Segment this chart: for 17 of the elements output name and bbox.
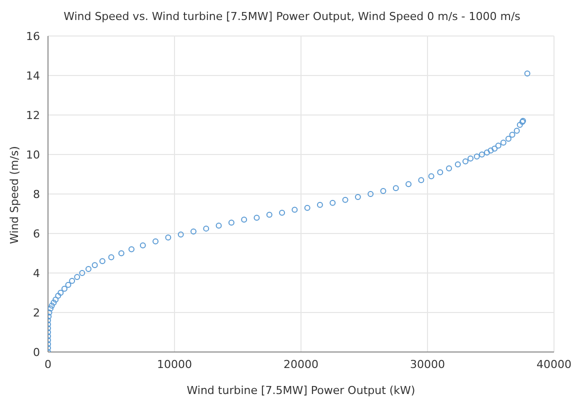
chart-title: Wind Speed vs. Wind turbine [7.5MW] Power Output, Wind Speed 0 m/s - 1000 m/s: [62, 9, 522, 25]
y-tick-label: 0: [33, 346, 40, 359]
x-tick-label: 40000: [536, 358, 572, 371]
x-tick-label: 30000: [410, 358, 445, 371]
y-tick-label: 8: [33, 188, 40, 201]
y-tick-label: 6: [33, 227, 40, 240]
y-tick-label: 12: [26, 108, 40, 122]
y-axis-title: Wind Speed (m/s): [8, 146, 21, 244]
x-tick-label: 0: [44, 358, 52, 371]
y-tick-label: 4: [33, 266, 40, 280]
y-tick-label: 10: [26, 148, 40, 162]
y-tick-label: 2: [33, 306, 40, 320]
x-axis-title: Wind turbine [7.5MW] Power Output (kW): [186, 384, 416, 397]
y-tick-label: 16: [26, 30, 40, 43]
x-tick-label: 20000: [284, 358, 318, 371]
y-tick-label: 14: [26, 69, 40, 82]
x-tick-label: 10000: [157, 358, 192, 371]
